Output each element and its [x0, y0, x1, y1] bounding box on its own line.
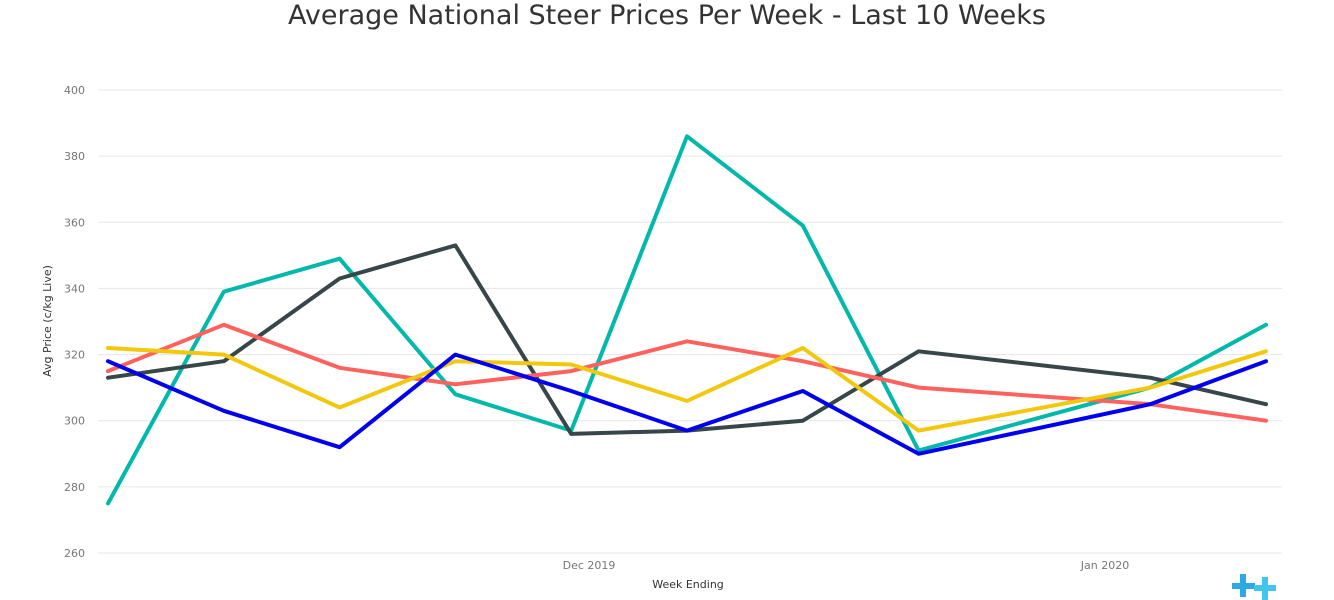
series-line-5	[106, 352, 1268, 456]
series-line-3	[106, 322, 1268, 423]
y-tick-label: 320	[64, 349, 85, 362]
y-tick-label: 340	[64, 282, 85, 295]
x-axis-title: Week Ending	[652, 578, 724, 591]
y-tick-label: 380	[64, 150, 85, 163]
x-tick-label: Jan 2020	[1080, 559, 1129, 572]
series-line-1	[106, 134, 1268, 506]
y-tick-label: 260	[64, 547, 85, 560]
series-line-2	[106, 243, 1268, 436]
y-tick-label: 360	[64, 216, 85, 229]
y-axis-ticks: 260 280 300 320 340 360 380 400	[64, 84, 85, 560]
x-tick-label: Dec 2019	[563, 559, 616, 572]
series-lines	[106, 134, 1268, 506]
y-tick-label: 300	[64, 415, 85, 428]
y-tick-label: 400	[64, 84, 85, 97]
y-axis-title: Avg Price (c/kg Live)	[41, 265, 54, 377]
y-tick-label: 280	[64, 481, 85, 494]
series-line-4	[106, 346, 1268, 433]
gridlines	[98, 89, 1282, 554]
x-axis-ticks: Dec 2019 Jan 2020	[563, 559, 1130, 572]
chart-title: Average National Steer Prices Per Week -…	[288, 0, 1046, 31]
plus-cross-logo-icon	[1232, 574, 1276, 600]
